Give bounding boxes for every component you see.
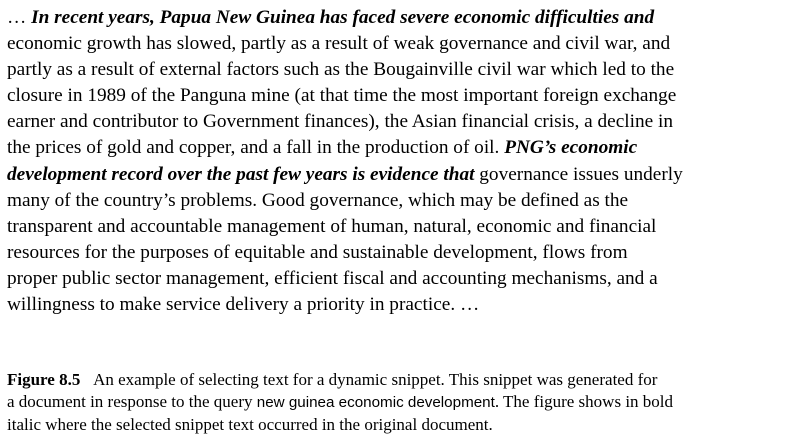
snippet-text: governance issues underly (474, 163, 683, 185)
snippet-line: closure in 1989 of the Panguna mine (at … (7, 83, 802, 109)
snippet-text: resources for the purposes of equitable … (7, 241, 628, 263)
snippet-text: proper public sector management, efficie… (7, 267, 658, 289)
snippet-text: willingness to make service delivery a p… (7, 294, 480, 316)
snippet-line: many of the country’s problems. Good gov… (7, 188, 802, 214)
caption-text-3: italic where the selected snippet text o… (7, 414, 493, 434)
snippet-line: development record over the past few yea… (7, 162, 802, 188)
selected-snippet-text: development record over the past few yea… (7, 163, 475, 185)
snippet-passage: … In recent years, Papua New Guinea has … (7, 5, 802, 318)
snippet-line: transparent and accountable management o… (7, 214, 802, 240)
caption-text-2b: . The figure shows in bold (494, 392, 674, 412)
snippet-text: many of the country’s problems. Good gov… (7, 189, 629, 211)
caption-line-3: italic where the selected snippet text o… (7, 414, 802, 436)
snippet-text: … (7, 7, 32, 28)
caption-line-1: Figure 8.5 An example of selecting text … (7, 369, 802, 391)
selected-snippet-text: PNG’s economic (504, 137, 638, 159)
snippet-line: earner and contributor to Government fin… (7, 109, 802, 135)
snippet-line: … In recent years, Papua New Guinea has … (7, 5, 802, 31)
snippet-text: partly as a result of external factors s… (7, 59, 675, 81)
snippet-line: willingness to make service delivery a p… (7, 292, 802, 318)
figure-label: Figure 8.5 (7, 370, 81, 389)
figure-caption: Figure 8.5 An example of selecting text … (7, 369, 802, 436)
caption-line-2: a document in response to the query new … (7, 391, 802, 413)
snippet-text: earner and contributor to Government fin… (7, 111, 674, 133)
snippet-text: economic growth has slowed, partly as a … (7, 33, 671, 55)
selected-snippet-text: In recent years, Papua New Guinea has fa… (31, 7, 655, 28)
snippet-text: the prices of gold and copper, and a fal… (7, 137, 505, 159)
caption-text-2a: a document in response to the query (7, 392, 257, 412)
query-text: new guinea economic development (256, 394, 495, 412)
snippet-line: proper public sector management, efficie… (7, 266, 802, 292)
snippet-line: partly as a result of external factors s… (7, 57, 802, 83)
snippet-line: economic growth has slowed, partly as a … (7, 31, 802, 57)
snippet-line: resources for the purposes of equitable … (7, 240, 802, 266)
snippet-text: transparent and accountable management o… (7, 215, 657, 237)
snippet-line: the prices of gold and copper, and a fal… (7, 135, 802, 161)
snippet-text: closure in 1989 of the Panguna mine (at … (7, 85, 677, 107)
caption-text-1: An example of selecting text for a dynam… (93, 370, 658, 389)
